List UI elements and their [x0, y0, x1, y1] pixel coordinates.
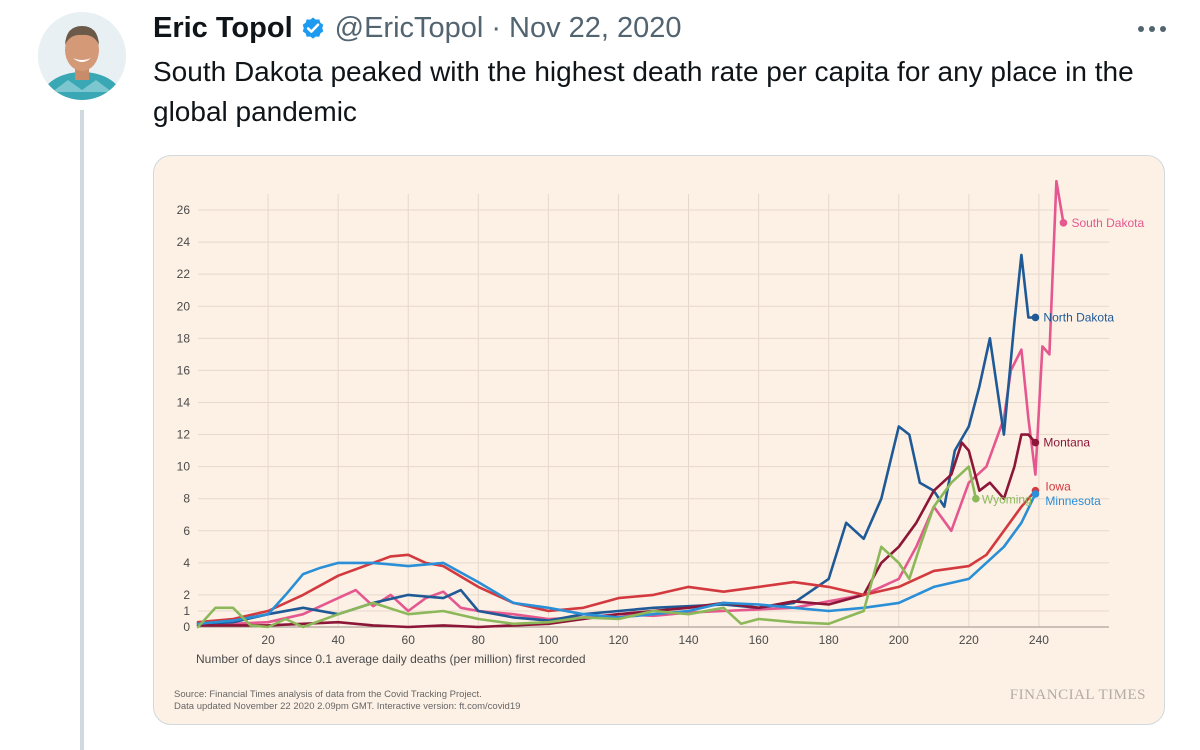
tweet-date[interactable]: Nov 22, 2020	[509, 11, 682, 44]
series-label-south-dakota: South Dakota	[1071, 216, 1144, 230]
series-line-wyoming	[196, 465, 978, 629]
author-handle[interactable]: @EricTopol	[334, 11, 484, 44]
meta-separator: ·	[491, 11, 502, 44]
thread-line	[80, 110, 84, 750]
y-tick-label: 18	[177, 331, 191, 345]
x-tick-label: 160	[749, 633, 769, 647]
y-tick-label: 22	[177, 267, 191, 281]
x-tick-label: 20	[261, 633, 275, 647]
update-note: Data updated November 22 2020 2.09pm GMT…	[174, 701, 520, 712]
source-note: Source: Financial Times analysis of data…	[174, 689, 482, 700]
x-tick-label: 100	[538, 633, 558, 647]
brand-logo: FINANCIAL TIMES	[1010, 687, 1146, 703]
series-label-montana: Montana	[1043, 436, 1090, 450]
x-tick-label: 180	[819, 633, 839, 647]
chart-image[interactable]: 0 1 2 4 6 8 10 12 14 16 18 20 22 24 26 20 40 60 80 100 120 1…	[153, 155, 1165, 725]
y-tick-label: 10	[177, 460, 191, 474]
y-tick-label: 24	[177, 235, 191, 249]
series-end-marker-wyoming	[972, 494, 980, 503]
series-end-marker-north-dakota	[1031, 313, 1040, 322]
x-tick-label: 140	[679, 633, 699, 647]
verified-badge-icon	[299, 14, 327, 42]
x-tick-label: 120	[608, 633, 628, 647]
series-label-iowa: Iowa	[1045, 480, 1071, 494]
more-options-icon	[1138, 26, 1166, 32]
series-line-north-dakota	[196, 253, 1037, 626]
y-tick-label: 26	[177, 203, 191, 217]
y-tick-label: 4	[183, 556, 190, 570]
y-tick-label: 14	[177, 395, 191, 409]
x-tick-label: 60	[402, 633, 416, 647]
y-tick-label: 2	[183, 588, 190, 602]
series-label-minnesota: Minnesota	[1045, 494, 1101, 508]
tweet-header: Eric Topol @EricTopol · Nov 22, 2020	[153, 8, 682, 48]
series-line-iowa	[196, 489, 1037, 624]
x-axis-label: Number of days since 0.1 average daily d…	[196, 652, 586, 666]
y-tick-label: 6	[183, 524, 190, 538]
x-tick-label: 220	[959, 633, 979, 647]
y-tick-label: 12	[177, 428, 191, 442]
x-tick-label: 240	[1029, 633, 1049, 647]
x-tick-label: 40	[331, 633, 345, 647]
y-tick-label: 20	[177, 299, 191, 313]
series-line-montana	[196, 433, 1037, 629]
y-tick-label: 16	[177, 363, 191, 377]
more-options-button[interactable]	[1134, 14, 1170, 44]
x-tick-label: 80	[472, 633, 486, 647]
series-end-marker-south-dakota	[1059, 219, 1068, 227]
series-line-minnesota	[196, 492, 1037, 626]
author-name[interactable]: Eric Topol	[153, 11, 293, 44]
y-tick-label: 8	[183, 492, 190, 506]
y-tick-label: 1	[183, 604, 190, 618]
series-labels: South Dakota North Dakota Montana IowaMinne…	[982, 216, 1145, 508]
chart-series	[196, 179, 1068, 629]
y-tick-label: 0	[183, 620, 190, 634]
x-axis-ticks: 20 40 60 80 100 120 140 160 180 200 220 240	[261, 633, 1049, 647]
series-label-north-dakota: North Dakota	[1043, 310, 1114, 324]
avatar[interactable]	[38, 12, 126, 100]
series-end-marker-minnesota	[1031, 490, 1040, 498]
series-end-marker-montana	[1031, 438, 1040, 447]
avatar-photo-icon	[38, 12, 126, 100]
tweet-text: South Dakota peaked with the highest dea…	[153, 56, 1134, 127]
x-tick-label: 200	[889, 633, 909, 647]
series-label-wyoming: Wyoming	[982, 493, 1032, 507]
